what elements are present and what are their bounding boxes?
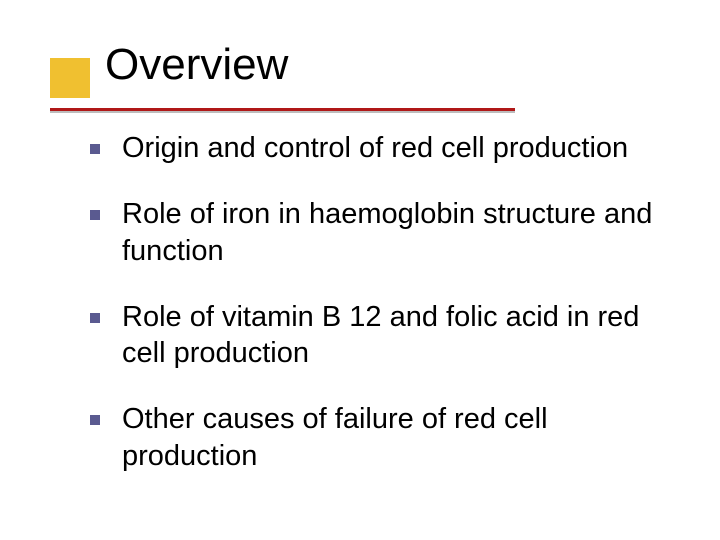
bullet-item: Origin and control of red cell productio… <box>90 130 670 166</box>
bullet-item: Role of iron in haemoglobin structure an… <box>90 196 670 269</box>
bullet-text: Origin and control of red cell productio… <box>122 130 628 166</box>
bullet-text: Other causes of failure of red cell prod… <box>122 401 670 474</box>
bullet-text: Role of iron in haemoglobin structure an… <box>122 196 670 269</box>
title-underline-gray <box>50 111 515 113</box>
title-area: Overview <box>50 40 670 90</box>
bullet-marker-icon <box>90 144 100 154</box>
slide: Overview Origin and control of red cell … <box>0 0 720 540</box>
bullet-marker-icon <box>90 415 100 425</box>
bullet-marker-icon <box>90 313 100 323</box>
slide-title: Overview <box>95 40 670 90</box>
accent-square <box>50 58 90 98</box>
bullet-text: Role of vitamin B 12 and folic acid in r… <box>122 299 670 372</box>
bullet-item: Role of vitamin B 12 and folic acid in r… <box>90 299 670 372</box>
bullet-item: Other causes of failure of red cell prod… <box>90 401 670 474</box>
bullet-list: Origin and control of red cell productio… <box>50 120 670 474</box>
bullet-marker-icon <box>90 210 100 220</box>
